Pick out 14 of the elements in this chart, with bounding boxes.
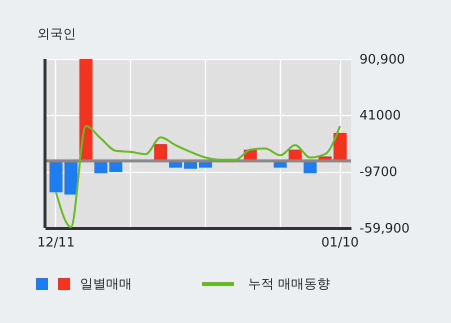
- chart-title: 외국인: [37, 27, 76, 42]
- bar: [154, 144, 168, 161]
- bar: [64, 160, 78, 194]
- y-tick-label: 90,900: [360, 52, 405, 68]
- bar: [79, 59, 92, 161]
- line-series: [54, 125, 342, 228]
- legend-label: 일별매매: [80, 276, 132, 293]
- y-tick-label: -9700: [360, 165, 398, 180]
- x-tick-label: 12/11: [37, 236, 75, 250]
- bar: [49, 160, 62, 192]
- y-tick-label: -59,900: [360, 222, 410, 236]
- x-tick-label: 01/10: [321, 236, 359, 250]
- legend-label: 누적 매매동향: [248, 276, 330, 293]
- y-tick-label: 41000: [360, 108, 401, 124]
